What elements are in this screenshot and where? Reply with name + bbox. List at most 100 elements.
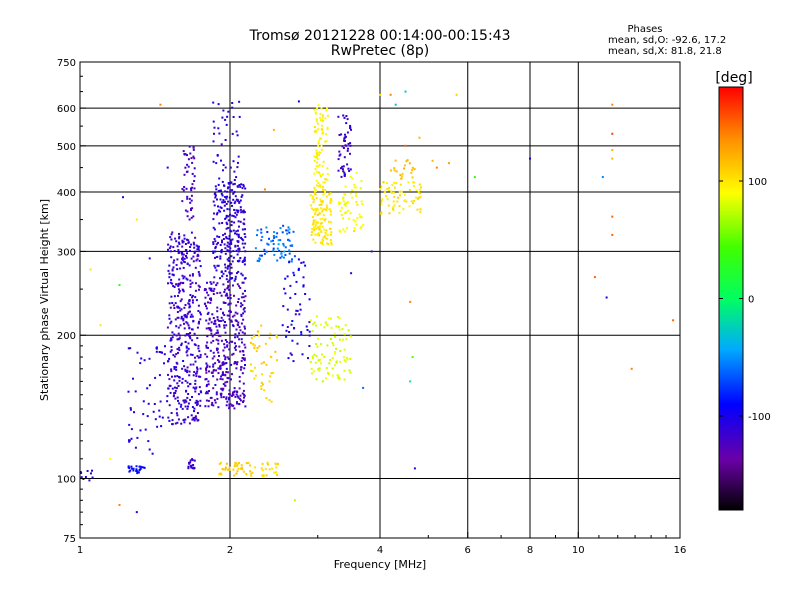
data-point: [227, 186, 230, 189]
data-point: [196, 419, 199, 422]
data-point: [276, 474, 279, 476]
data-point: [224, 321, 226, 323]
data-point: [190, 189, 193, 192]
data-point: [326, 167, 329, 170]
data-point: [227, 259, 230, 262]
data-point: [183, 153, 186, 156]
data-point: [349, 212, 352, 215]
data-point: [232, 256, 235, 259]
data-point: [199, 356, 202, 359]
data-point: [130, 437, 133, 440]
data-point: [172, 274, 175, 277]
data-point: [224, 196, 227, 198]
data-point: [187, 239, 190, 242]
data-point: [350, 272, 353, 275]
data-point: [148, 384, 151, 387]
data-point: [324, 377, 327, 380]
data-point: [315, 156, 318, 159]
data-point: [326, 178, 329, 181]
data-point: [351, 177, 354, 180]
data-point: [325, 237, 327, 240]
data-point: [212, 243, 215, 245]
data-point: [350, 128, 352, 131]
data-point: [322, 188, 325, 191]
data-point: [225, 340, 228, 343]
data-point: [191, 186, 194, 189]
data-point: [160, 351, 163, 354]
data-point: [334, 351, 336, 353]
data-point: [208, 365, 211, 368]
data-point: [228, 196, 231, 199]
data-point: [276, 259, 279, 262]
data-point: [138, 469, 141, 472]
data-point: [190, 243, 193, 246]
data-point: [320, 343, 323, 345]
data-point: [411, 169, 414, 172]
data-point: [229, 189, 232, 192]
data-point: [356, 203, 359, 206]
data-point: [260, 381, 263, 384]
data-point: [186, 407, 189, 410]
data-point: [240, 359, 243, 362]
data-point: [190, 209, 192, 211]
data-point: [168, 247, 171, 250]
data-point: [228, 271, 231, 274]
data-point: [186, 197, 189, 200]
data-point: [223, 314, 226, 316]
data-point: [223, 209, 226, 212]
data-point: [190, 414, 193, 417]
data-point: [205, 385, 208, 388]
data-point: [605, 296, 608, 299]
data-point: [186, 322, 189, 325]
data-point: [171, 387, 174, 390]
data-point: [176, 396, 179, 399]
data-point: [228, 393, 231, 396]
data-point: [326, 114, 329, 117]
data-point: [326, 107, 328, 109]
data-point: [404, 144, 407, 147]
data-point: [170, 338, 173, 341]
data-point: [186, 163, 189, 166]
data-point: [217, 351, 220, 354]
data-point: [307, 357, 309, 360]
data-point: [240, 211, 243, 214]
data-point: [343, 156, 346, 159]
data-point: [326, 173, 329, 175]
data-point: [197, 322, 200, 325]
data-point: [353, 230, 356, 232]
data-point: [343, 333, 346, 336]
data-point: [342, 197, 344, 200]
data-point: [232, 468, 235, 471]
data-point: [385, 195, 388, 198]
data-point: [180, 422, 183, 425]
data-point: [195, 372, 197, 375]
data-point: [231, 204, 233, 207]
data-point: [407, 181, 410, 184]
data-point: [231, 404, 233, 407]
data-point: [174, 237, 177, 240]
data-point: [349, 144, 352, 147]
data-point: [170, 370, 173, 373]
data-point: [339, 153, 342, 156]
data-point: [321, 238, 324, 241]
data-point: [194, 401, 197, 404]
data-point: [173, 379, 176, 382]
data-point: [187, 158, 190, 161]
data-point: [175, 325, 178, 328]
data-point: [227, 215, 230, 218]
data-point: [351, 196, 354, 199]
data-point: [204, 392, 207, 395]
data-point: [321, 116, 324, 119]
data-point: [284, 254, 287, 256]
data-point: [191, 301, 194, 304]
data-point: [230, 320, 233, 323]
data-point: [388, 186, 391, 189]
data-point: [317, 337, 320, 340]
data-point: [197, 393, 200, 396]
data-point: [360, 225, 363, 228]
data-point: [188, 422, 191, 425]
data-point: [142, 400, 145, 403]
data-point: [209, 396, 212, 399]
data-point: [191, 406, 194, 408]
data-point: [241, 468, 244, 471]
